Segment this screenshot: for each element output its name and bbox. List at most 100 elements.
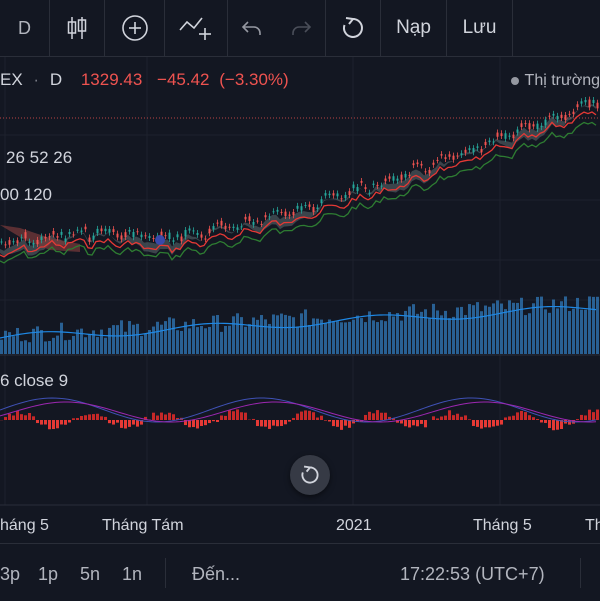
macd-legend[interactable]: 6 close 9 xyxy=(0,371,68,391)
candle-body xyxy=(65,238,67,241)
candle-body xyxy=(169,233,171,239)
candle-body xyxy=(329,194,331,195)
x-axis-label-may-2021: Tháng 5 xyxy=(473,517,532,535)
candle-body xyxy=(269,216,271,217)
volume-bar xyxy=(220,332,223,354)
candle-body xyxy=(129,230,131,232)
reset-chart-button[interactable] xyxy=(326,0,381,56)
macd-histogram-bar xyxy=(80,416,83,420)
macd-histogram-bar xyxy=(68,420,71,423)
range-button-5n[interactable]: 5n xyxy=(80,564,100,585)
clock-timezone[interactable]: 17:22:53 (UTC+7) xyxy=(400,564,545,585)
macd-histogram-bar xyxy=(220,415,223,420)
volume-bar xyxy=(536,297,539,354)
candle-body xyxy=(573,112,575,114)
volume-bar xyxy=(336,321,339,354)
macd-histogram-bar xyxy=(472,420,475,426)
candle-body xyxy=(293,212,295,215)
candle-body xyxy=(121,235,123,239)
candle-body xyxy=(501,133,503,136)
macd-histogram-bar xyxy=(24,415,27,420)
macd-histogram-bar xyxy=(368,412,371,420)
candle-body xyxy=(429,170,431,173)
macd-histogram-bar xyxy=(320,416,323,420)
price-change-percent: (−3.30%) xyxy=(219,70,288,89)
volume-bar xyxy=(384,321,387,354)
candle-body xyxy=(337,193,339,196)
macd-histogram-bar xyxy=(36,420,39,423)
volume-bar xyxy=(388,312,391,354)
ichimoku-legend[interactable]: 26 52 26 xyxy=(6,148,72,168)
redo-button[interactable] xyxy=(276,0,326,56)
macd-histogram-bar xyxy=(372,413,375,420)
volume-bar xyxy=(564,296,567,354)
range-button-1n[interactable]: 1n xyxy=(122,564,142,585)
candle-body xyxy=(493,142,495,143)
candle-body xyxy=(597,103,599,109)
chart-type-button[interactable] xyxy=(50,0,105,56)
candle-body xyxy=(229,227,231,228)
macd-histogram-bar xyxy=(280,420,283,426)
macd-histogram-bar xyxy=(160,413,163,420)
market-status: Thị trường xyxy=(511,72,600,90)
macd-histogram-bar xyxy=(40,420,43,425)
macd-histogram-bar xyxy=(420,420,423,424)
candle-body xyxy=(497,133,499,137)
volume-bar xyxy=(324,324,327,354)
candle-body xyxy=(177,234,179,237)
volume-bar xyxy=(284,315,287,354)
price-change: −45.42 xyxy=(157,70,209,89)
macd-histogram-bar xyxy=(524,412,527,420)
goto-date-button[interactable]: Đến... xyxy=(192,564,240,585)
drawing-tools-button[interactable] xyxy=(165,0,228,56)
volume-bar xyxy=(488,307,491,354)
candle-body xyxy=(37,240,39,244)
undo-button[interactable] xyxy=(228,0,276,56)
volume-bar xyxy=(96,337,99,354)
candle-body xyxy=(341,198,343,199)
volume-bar xyxy=(452,317,455,354)
volume-bar xyxy=(396,313,399,354)
volume-bar xyxy=(348,322,351,354)
undo-icon xyxy=(240,18,264,38)
macd-histogram-bar xyxy=(536,419,539,420)
volume-bar xyxy=(356,316,359,354)
volume-bar xyxy=(364,322,367,354)
volume-bar xyxy=(440,315,443,354)
macd-histogram-bar xyxy=(20,414,23,420)
legend-interval: D xyxy=(50,70,62,89)
save-button[interactable]: Lưu xyxy=(447,0,513,56)
range-button-3p[interactable]: 3p xyxy=(0,564,20,585)
macd-histogram-bar xyxy=(500,420,503,425)
volume-bar xyxy=(500,304,503,354)
candle-body xyxy=(21,237,23,238)
x-axis-label-august: Tháng Tám xyxy=(102,517,184,535)
interval-label: D xyxy=(18,18,31,39)
volume-bar xyxy=(464,315,467,354)
candle-body xyxy=(369,193,371,194)
macd-histogram-bar xyxy=(84,415,87,420)
range-button-1p[interactable]: 1p xyxy=(38,564,58,585)
volume-bar xyxy=(360,318,363,354)
volume-bar xyxy=(68,340,71,354)
candle-body xyxy=(489,141,491,143)
macd-histogram-bar xyxy=(468,419,471,420)
candle-body xyxy=(61,232,63,235)
volume-bar xyxy=(552,299,555,354)
indicators-button[interactable] xyxy=(105,0,165,56)
volume-bar xyxy=(168,317,171,354)
volume-bar xyxy=(292,317,295,354)
volume-bar xyxy=(4,331,7,354)
macd-histogram-bar xyxy=(196,420,199,428)
candle-body xyxy=(521,123,523,127)
reset-zoom-button[interactable] xyxy=(290,455,330,495)
volume-bar xyxy=(196,327,199,354)
candle-body xyxy=(25,232,27,238)
macd-histogram-bar xyxy=(408,420,411,427)
ma-legend[interactable]: 00 120 xyxy=(0,185,52,205)
volume-bar xyxy=(328,319,331,354)
volume-bar xyxy=(416,314,419,354)
candle-body xyxy=(361,181,363,183)
interval-button[interactable]: D xyxy=(0,0,50,56)
deposit-button[interactable]: Nạp xyxy=(381,0,447,56)
